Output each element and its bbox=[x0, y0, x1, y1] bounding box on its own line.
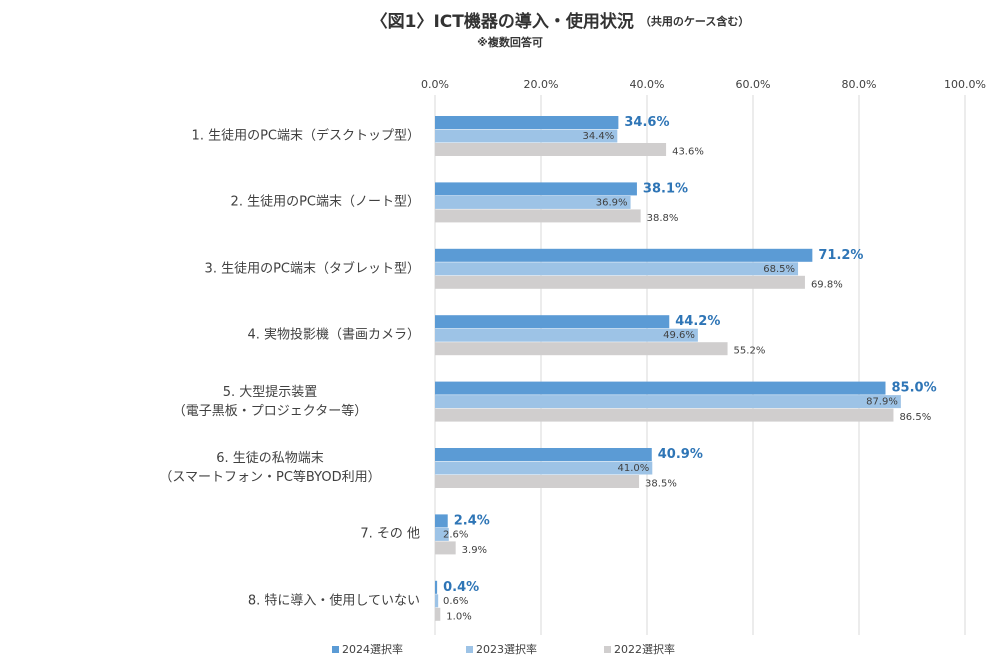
category-label: 3. 生徒用のPC端末（タブレット型） bbox=[204, 261, 420, 277]
x-tick-label: 40.0% bbox=[630, 78, 665, 91]
bar bbox=[435, 116, 619, 129]
value-label: 55.2% bbox=[734, 346, 766, 357]
value-label: 2.4% bbox=[454, 513, 490, 528]
category-label: 1. 生徒用のPC端末（デスクトップ型） bbox=[191, 128, 420, 144]
value-label: 38.5% bbox=[645, 479, 677, 490]
legend-swatch bbox=[604, 646, 611, 653]
value-label: 0.4% bbox=[443, 580, 479, 595]
bar bbox=[435, 262, 799, 276]
value-label: 0.6% bbox=[443, 596, 468, 607]
bar bbox=[435, 461, 653, 475]
x-tick-label: 80.0% bbox=[842, 78, 877, 91]
category-label: 2. 生徒用のPC端末（ノート型） bbox=[230, 194, 420, 210]
category-label: 5. 大型提示装置 （電子黒板・プロジェクター等） bbox=[172, 384, 368, 419]
bar bbox=[435, 381, 886, 395]
x-tick-label: 20.0% bbox=[524, 78, 559, 91]
bar bbox=[435, 514, 448, 528]
bar bbox=[435, 275, 805, 289]
value-label: 2.6% bbox=[443, 529, 468, 540]
value-label: 3.9% bbox=[462, 545, 487, 556]
bar bbox=[435, 195, 631, 209]
category-label: 7. その 他 bbox=[360, 526, 420, 542]
bar bbox=[435, 248, 813, 262]
bar bbox=[435, 448, 652, 461]
value-label: 69.8% bbox=[811, 279, 843, 290]
bar bbox=[435, 607, 441, 621]
category-label: 4. 実物投影機（書画カメラ） bbox=[247, 327, 420, 343]
bar bbox=[435, 342, 728, 356]
value-label: 44.2% bbox=[675, 314, 720, 329]
value-label: 49.6% bbox=[663, 330, 695, 341]
value-label: 36.9% bbox=[596, 197, 628, 208]
legend-label: 2023選択率 bbox=[476, 642, 537, 656]
value-label: 87.9% bbox=[866, 397, 898, 408]
value-label: 41.0% bbox=[618, 463, 650, 474]
legend-swatch bbox=[332, 646, 339, 653]
legend-label: 2024選択率 bbox=[342, 642, 403, 656]
value-label: 34.4% bbox=[583, 131, 615, 142]
value-label: 1.0% bbox=[446, 611, 471, 622]
bar bbox=[435, 580, 438, 594]
x-tick-label: 0.0% bbox=[421, 78, 449, 91]
bar bbox=[435, 527, 449, 541]
title-note: （共用のケース含む） bbox=[640, 14, 749, 28]
bar bbox=[435, 395, 901, 409]
chart-title: 〈図1〉ICT機器の導入・使用状況 （共用のケース含む） bbox=[371, 11, 750, 32]
legend-label: 2022選択率 bbox=[614, 642, 675, 656]
value-label: 71.2% bbox=[818, 248, 863, 263]
category-label: 8. 特に導入・使用していない bbox=[247, 593, 420, 609]
x-tick-label: 60.0% bbox=[736, 78, 771, 91]
value-label: 85.0% bbox=[892, 381, 937, 396]
value-label: 86.5% bbox=[899, 412, 931, 423]
x-tick-label: 100.0% bbox=[944, 78, 986, 91]
value-label: 40.9% bbox=[658, 447, 703, 462]
title-main: 〈図1〉ICT機器の導入・使用状況 bbox=[371, 11, 634, 32]
bar bbox=[435, 541, 456, 555]
bar bbox=[435, 129, 618, 143]
category-label: 6. 生徒の私物端末 （スマートフォン・PC等BYOD利用） bbox=[159, 451, 381, 485]
bar bbox=[435, 143, 667, 156]
chart-subtitle: ※複数回答可 bbox=[477, 35, 543, 49]
value-label: 68.5% bbox=[763, 264, 795, 275]
bar bbox=[435, 475, 640, 488]
bar bbox=[435, 182, 637, 196]
bar bbox=[435, 209, 641, 223]
bar bbox=[435, 328, 698, 342]
bar bbox=[435, 594, 439, 608]
value-label: 34.6% bbox=[624, 115, 669, 130]
value-label: 38.8% bbox=[647, 213, 679, 224]
legend-swatch bbox=[466, 646, 473, 653]
bar bbox=[435, 408, 894, 422]
value-label: 38.1% bbox=[643, 181, 688, 196]
bar bbox=[435, 315, 670, 329]
value-label: 43.6% bbox=[672, 147, 704, 158]
